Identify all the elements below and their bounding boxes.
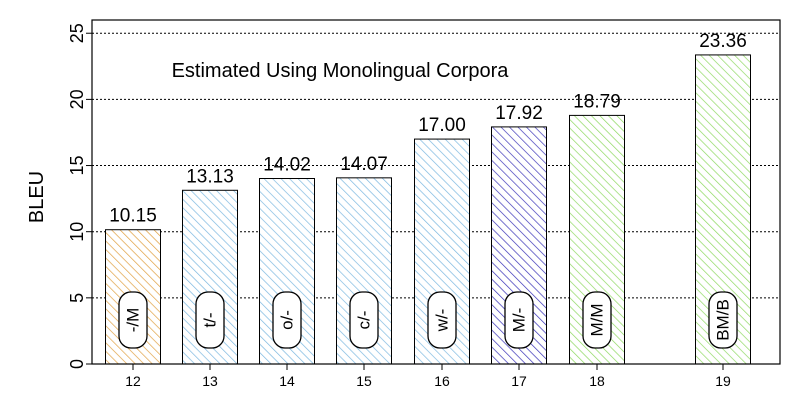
x-tick-label: 17: [511, 373, 527, 389]
bar-tag-label: BM/B: [713, 299, 732, 341]
bar-tag-label: w/-: [432, 309, 451, 333]
y-tick-label: 10: [67, 222, 87, 242]
x-tick-label: 13: [202, 373, 218, 389]
bar-tag-box: [272, 291, 302, 349]
bar-tag-label: -/M: [123, 308, 142, 333]
x-tick-label: 12: [125, 373, 141, 389]
bar-value-label: 10.15: [109, 206, 157, 227]
x-tick-label: 19: [715, 373, 731, 389]
bar-tag: t/-: [195, 291, 225, 349]
bar-tag: -/M: [118, 291, 148, 349]
bar-tag-label: M/M: [587, 303, 606, 336]
bar-tag-box: [118, 291, 148, 349]
bars: 10.15 -/M 13.13 t/- 14.02 o/- 14.07 c/- 17.00 w/-…: [105, 31, 751, 365]
bar-value-label: 13.13: [186, 166, 234, 187]
bar-tag-box: [708, 291, 738, 349]
bar-tag-label: o/-: [277, 310, 296, 330]
y-tick-label: 25: [67, 23, 87, 43]
bar-tag-box: [504, 291, 534, 349]
y-tick-label: 0: [67, 359, 87, 369]
bar-tag-label: c/-: [354, 311, 373, 330]
x-tick-label: 16: [434, 373, 450, 389]
bar-tag: M/-: [504, 291, 534, 349]
bar-value-label: 17.00: [418, 115, 466, 136]
x-axis-ticks: 12 13 14 15 16 17 18 19: [125, 364, 731, 389]
plot-frame: [91, 19, 781, 365]
bar-tag: M/M: [582, 291, 612, 349]
bar-tag-box: [349, 291, 379, 349]
bar-value-label: 17.92: [495, 103, 543, 124]
y-axis-ticks: 0 5 10 15 20 25: [67, 23, 92, 369]
bar-tag-box: [195, 291, 225, 349]
bar-value-label: 14.02: [263, 155, 311, 176]
y-tick-label: 5: [67, 293, 87, 303]
bar-value-label: 18.79: [573, 91, 621, 112]
y-axis-label: BLEU: [26, 171, 48, 223]
bar-value-label: 23.36: [699, 31, 747, 52]
bar-tag-box: [582, 291, 612, 349]
bar-value-label: 14.07: [340, 154, 388, 175]
bar-tag: w/-: [427, 291, 457, 349]
bar-tag: BM/B: [708, 291, 738, 349]
chart-title: Estimated Using Monolingual Corpora: [172, 60, 510, 82]
y-tick-label: 20: [67, 89, 87, 109]
plot-border: [91, 19, 781, 365]
y-tick-label: 15: [67, 156, 87, 176]
bar-tag: c/-: [349, 291, 379, 349]
x-tick-label: 15: [356, 373, 372, 389]
bar-tag-label: M/-: [509, 308, 528, 333]
x-tick-label: 14: [279, 373, 295, 389]
bar-tag-label: t/-: [200, 312, 219, 327]
x-tick-label: 18: [589, 373, 605, 389]
bar-tag: o/-: [272, 291, 302, 349]
bar-tag-box: [427, 291, 457, 349]
